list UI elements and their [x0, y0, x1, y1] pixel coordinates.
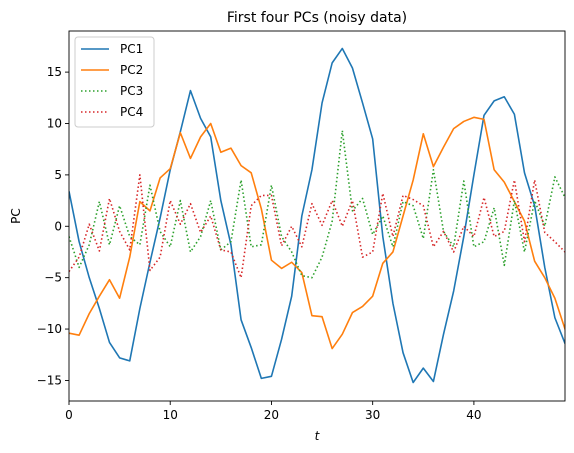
legend-label-pc2: PC2	[120, 63, 143, 77]
chart-title: First four PCs (noisy data)	[227, 10, 407, 26]
legend-label-pc3: PC3	[120, 84, 143, 98]
y-tick-label: −5	[44, 271, 62, 285]
x-tick-label: 30	[365, 408, 380, 422]
axes-layer: 0 10 20 30 40 −15 −10 −5 0 5 10 15	[37, 30, 566, 422]
series-line-pc2	[69, 116, 565, 350]
legend-label-pc1: PC1	[120, 42, 143, 56]
y-tick-label: 5	[54, 168, 62, 182]
x-tick-label: 10	[163, 408, 178, 422]
y-tick-label: −15	[37, 373, 62, 387]
x-tick-label: 0	[65, 408, 73, 422]
legend-box	[74, 36, 155, 128]
x-tick-label: 40	[466, 408, 481, 422]
legend: PC1 PC2 PC3 PC4	[74, 36, 155, 128]
plot-frame	[68, 30, 566, 402]
series-layer	[69, 47, 565, 384]
series-line-pc1	[69, 47, 565, 384]
series-line-pc4	[69, 174, 565, 279]
y-tick-label: 10	[47, 117, 62, 131]
series-line-pc3	[69, 129, 565, 279]
x-tick-label: 20	[264, 408, 279, 422]
y-tick-label: −10	[37, 322, 62, 336]
x-axis-label: t	[315, 429, 321, 443]
legend-label-pc4: PC4	[120, 105, 143, 119]
y-axis-label: PC	[9, 208, 23, 224]
y-tick-label: 15	[47, 65, 62, 79]
y-tick-label: 0	[54, 219, 62, 233]
